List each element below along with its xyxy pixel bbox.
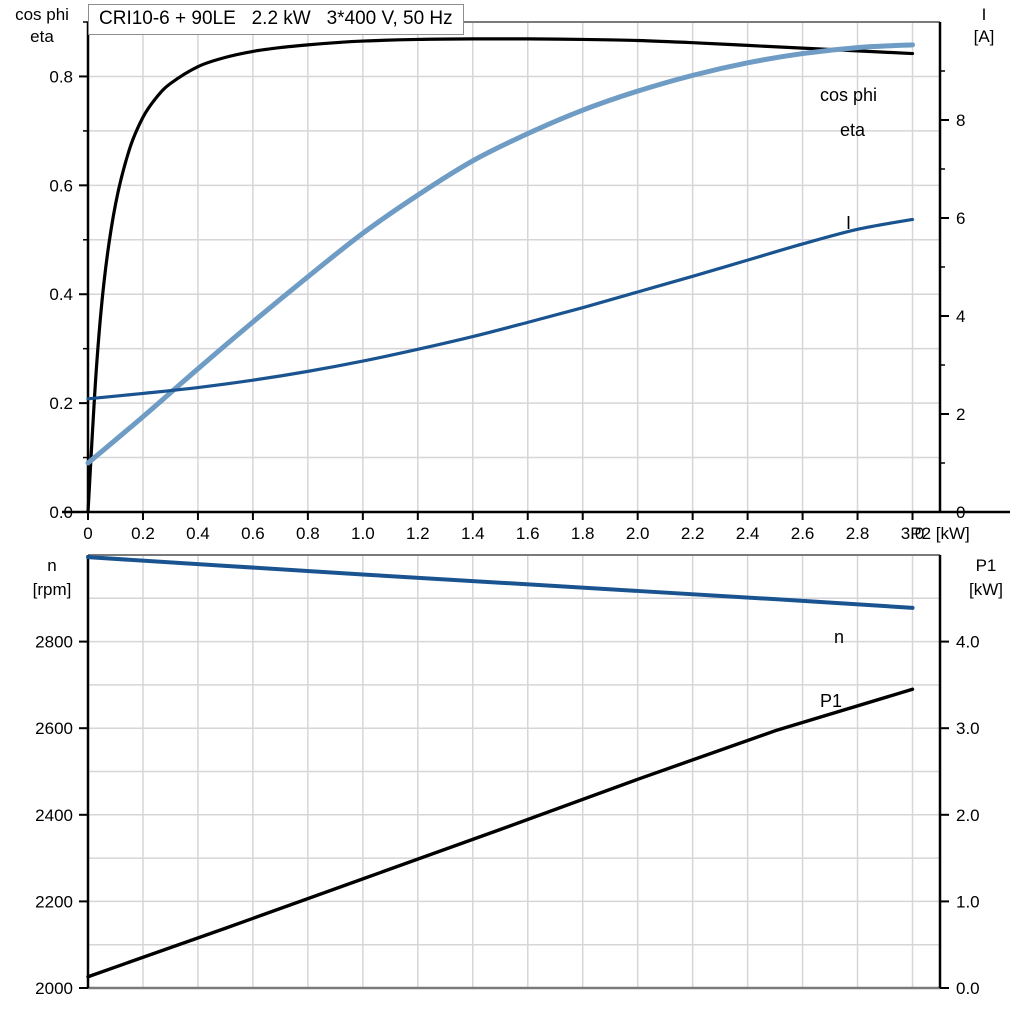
svg-text:1.0: 1.0 <box>351 524 375 543</box>
svg-text:P1: P1 <box>976 556 997 575</box>
svg-text:0.4: 0.4 <box>49 285 73 304</box>
svg-text:0.2: 0.2 <box>49 394 73 413</box>
svg-text:0.8: 0.8 <box>49 67 73 86</box>
svg-text:0.2: 0.2 <box>131 524 155 543</box>
svg-text:[kW]: [kW] <box>969 580 1003 599</box>
svg-text:1.4: 1.4 <box>461 524 485 543</box>
svg-text:n: n <box>47 556 56 575</box>
svg-text:0.0: 0.0 <box>49 503 73 522</box>
svg-text:2.0: 2.0 <box>956 806 980 825</box>
svg-text:4.0: 4.0 <box>956 633 980 652</box>
svg-text:0.8: 0.8 <box>296 524 320 543</box>
svg-text:P1: P1 <box>820 691 842 711</box>
svg-text:1.8: 1.8 <box>571 524 595 543</box>
svg-text:2.0: 2.0 <box>626 524 650 543</box>
svg-text:3.0: 3.0 <box>901 524 925 543</box>
svg-text:2.2: 2.2 <box>681 524 705 543</box>
svg-text:8: 8 <box>956 111 965 130</box>
svg-text:0.0: 0.0 <box>956 979 980 998</box>
svg-text:3.0: 3.0 <box>956 719 980 738</box>
svg-text:2200: 2200 <box>35 892 73 911</box>
svg-text:2.6: 2.6 <box>791 524 815 543</box>
svg-text:4: 4 <box>956 307 965 326</box>
svg-text:2.4: 2.4 <box>736 524 760 543</box>
svg-text:cos phi: cos phi <box>15 5 69 24</box>
svg-text:6: 6 <box>956 209 965 228</box>
svg-text:cos phi: cos phi <box>820 85 877 105</box>
svg-text:0.6: 0.6 <box>49 176 73 195</box>
svg-text:P2 [kW]: P2 [kW] <box>910 524 970 543</box>
bottom-chart: 2000 2200 2400 2600 2800 0.0 1.0 2.0 3.0 4.0 n [rpm… <box>33 554 1003 998</box>
svg-text:eta: eta <box>30 27 54 46</box>
svg-text:0: 0 <box>83 524 92 543</box>
svg-text:0: 0 <box>956 503 965 522</box>
svg-text:[rpm]: [rpm] <box>33 580 72 599</box>
svg-text:I: I <box>846 213 851 233</box>
top-chart: 0.0 0.2 0.4 0.6 0.8 0 2 4 6 8 0 0.2 0.4 0.6 0.8 1.0 1.2 1… <box>15 5 1010 543</box>
svg-text:0.6: 0.6 <box>241 524 265 543</box>
chart-title-box: CRI10-6 + 90LE 2.2 kW 3*400 V, 50 Hz <box>88 4 464 35</box>
svg-text:I: I <box>982 5 987 24</box>
svg-text:[A]: [A] <box>974 27 995 46</box>
svg-text:eta: eta <box>840 120 866 140</box>
svg-text:2000: 2000 <box>35 979 73 998</box>
svg-text:2: 2 <box>956 405 965 424</box>
svg-text:n: n <box>834 627 844 647</box>
svg-text:0.4: 0.4 <box>186 524 210 543</box>
svg-text:2600: 2600 <box>35 719 73 738</box>
svg-text:1.0: 1.0 <box>956 892 980 911</box>
svg-text:2.8: 2.8 <box>846 524 870 543</box>
svg-text:2400: 2400 <box>35 806 73 825</box>
svg-text:1.2: 1.2 <box>406 524 430 543</box>
svg-text:2800: 2800 <box>35 633 73 652</box>
svg-text:1.6: 1.6 <box>516 524 540 543</box>
